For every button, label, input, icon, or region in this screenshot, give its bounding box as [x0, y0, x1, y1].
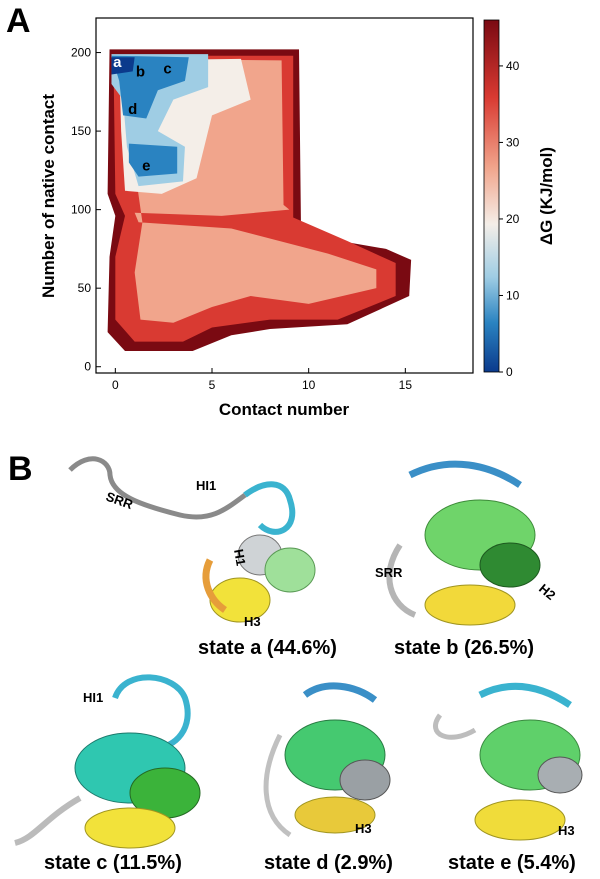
basin-label-c: c	[163, 60, 171, 77]
x-tick-label: 0	[112, 378, 119, 392]
x-axis-ticks: 0 5 10 15	[112, 368, 412, 392]
annotation-h2-b: H2	[536, 581, 558, 603]
colorbar-tick-label: 40	[506, 59, 520, 73]
x-tick-label: 10	[302, 378, 316, 392]
structure-state-d: H3	[263, 682, 391, 838]
colorbar-ticks: 0 10 20 30 40	[499, 59, 520, 379]
panel-a-label: A	[6, 2, 31, 40]
state-b-label: state b (26.5%)	[394, 637, 535, 659]
plot-frame	[95, 17, 474, 374]
annotation-srr-b: SRR	[375, 565, 403, 580]
structure-state-b: SRR H2	[375, 460, 558, 626]
colorbar-tick-label: 0	[506, 365, 513, 379]
x-tick-label: 5	[209, 378, 216, 392]
state-c-label: state c (11.5%)	[44, 852, 182, 874]
y-tick-label: 100	[71, 203, 91, 217]
colorbar-tick-label: 10	[506, 288, 520, 302]
x-axis-label: Contact number	[219, 400, 350, 419]
colorbar-tick-label: 30	[506, 135, 520, 149]
colorbar-tick-label: 20	[506, 212, 520, 226]
energy-landscape-region	[107, 49, 412, 352]
energy-layer-7	[111, 57, 135, 75]
y-tick-label: 200	[71, 46, 91, 60]
x-tick-label: 15	[399, 378, 413, 392]
basin-labels: ab c d e	[113, 54, 172, 175]
basin-label-b: b	[136, 63, 145, 80]
state-e-label: state e (5.4%)	[448, 852, 576, 874]
structure-state-e: H3	[433, 682, 583, 841]
state-d-label: state d (2.9%)	[264, 852, 393, 874]
y-tick-label: 50	[78, 281, 92, 295]
y-axis-label: Number of native contact	[39, 94, 58, 298]
annotation-h3-d: H3	[355, 821, 372, 836]
annotation-hi1-a: HI1	[196, 478, 216, 493]
y-tick-label: 0	[84, 360, 91, 374]
energy-layer-6	[128, 143, 178, 177]
structure-state-a: SRR HI1 H1 H3	[68, 456, 316, 629]
annotation-hi1-c: HI1	[83, 690, 103, 705]
panel-b-label: B	[8, 450, 33, 488]
annotation-srr-a: SRR	[104, 489, 135, 513]
annotation-h1-a: H1	[231, 548, 249, 567]
state-a-label: state a (44.6%)	[198, 637, 337, 659]
colorbar-label: ΔG (KJ/mol)	[537, 147, 556, 245]
basin-label-a: a	[113, 54, 122, 71]
annotation-h3-e: H3	[558, 823, 575, 838]
basin-label-e: e	[142, 158, 150, 175]
colorbar	[483, 19, 500, 373]
basin-label-d: d	[128, 101, 137, 118]
y-tick-label: 150	[71, 124, 91, 138]
annotation-h3-a: H3	[244, 614, 261, 629]
structure-state-c: HI1	[14, 674, 201, 849]
y-axis-ticks: 0 50 100 150 200	[71, 46, 101, 374]
